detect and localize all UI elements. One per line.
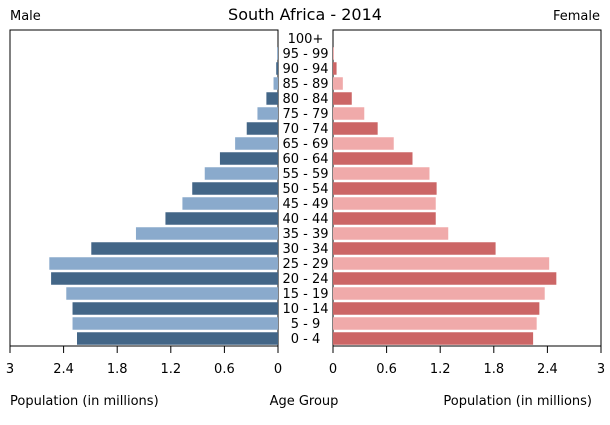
- female-bar: [333, 332, 534, 345]
- female-bar: [333, 257, 550, 270]
- male-bar: [266, 92, 278, 105]
- age-group-label: 75 - 79: [282, 107, 328, 122]
- male-bar: [204, 167, 278, 180]
- x-axis-label-left: Population (in millions): [10, 394, 159, 409]
- male-bar: [77, 332, 278, 345]
- male-bar: [219, 152, 278, 165]
- female-bar: [333, 137, 394, 150]
- age-group-label: 50 - 54: [282, 182, 328, 197]
- female-bar: [333, 182, 437, 195]
- male-bar: [72, 317, 279, 330]
- male-label: Male: [10, 9, 41, 24]
- age-group-label: 100+: [288, 32, 324, 47]
- female-bar: [333, 47, 334, 60]
- female-x-tick-label: 1.2: [430, 362, 451, 377]
- female-bar: [333, 287, 545, 300]
- age-group-label: 5 - 9: [291, 317, 321, 332]
- age-group-label: 45 - 49: [282, 197, 328, 212]
- male-bar: [192, 182, 278, 195]
- male-x-tick-label: 0: [274, 362, 282, 377]
- female-x-tick-label: 3: [597, 362, 605, 377]
- age-group-label: 15 - 19: [282, 287, 328, 302]
- female-x-tick-label: 2.4: [537, 362, 558, 377]
- male-bar: [66, 287, 278, 300]
- age-group-label: 95 - 99: [282, 47, 328, 62]
- male-bar: [72, 302, 279, 315]
- male-bar: [49, 257, 278, 270]
- age-group-label: 80 - 84: [282, 92, 328, 107]
- male-x-tick-label: 1.2: [160, 362, 181, 377]
- female-bar: [333, 302, 540, 315]
- female-bar: [333, 92, 352, 105]
- male-bar: [273, 77, 278, 90]
- female-x-tick-label: 0.6: [376, 362, 397, 377]
- female-bar: [333, 272, 557, 285]
- female-bar: [333, 212, 436, 225]
- male-bar: [276, 62, 278, 75]
- female-x-tick-label: 0: [329, 362, 337, 377]
- male-bar: [135, 227, 278, 240]
- female-bar: [333, 77, 343, 90]
- age-group-label: 40 - 44: [282, 212, 328, 227]
- age-group-label: 35 - 39: [282, 227, 328, 242]
- female-bar: [333, 152, 413, 165]
- male-bar: [246, 122, 278, 135]
- female-bar: [333, 107, 365, 120]
- age-group-label: 60 - 64: [282, 152, 328, 167]
- female-bar: [333, 317, 537, 330]
- age-group-label: 55 - 59: [282, 167, 328, 182]
- female-bar: [333, 62, 337, 75]
- male-bar: [277, 47, 278, 60]
- male-x-tick-label: 1.8: [107, 362, 128, 377]
- male-bars: [49, 47, 279, 345]
- male-bar: [182, 197, 278, 210]
- age-group-label: 65 - 69: [282, 137, 328, 152]
- age-group-label: 10 - 14: [282, 302, 328, 317]
- female-bar: [333, 167, 430, 180]
- male-x-tick-label: 2.4: [53, 362, 74, 377]
- age-group-label: 0 - 4: [291, 332, 321, 347]
- female-bar: [333, 197, 436, 210]
- female-bar: [333, 227, 449, 240]
- male-bar: [91, 242, 278, 255]
- male-bar: [257, 107, 278, 120]
- female-bar: [333, 122, 378, 135]
- male-bar: [235, 137, 278, 150]
- female-x-tick-label: 1.8: [483, 362, 504, 377]
- age-group-label: 90 - 94: [282, 62, 328, 77]
- chart-title: South Africa - 2014: [228, 5, 382, 24]
- age-group-label: 20 - 24: [282, 272, 328, 287]
- male-bar: [51, 272, 278, 285]
- x-axis-ticks: 0 0 0.6 0.6 1.2 1.2 1.8 1.8 2.4 2.4 3 3: [6, 346, 605, 377]
- age-group-label: 30 - 34: [282, 242, 328, 257]
- male-x-tick-label: 0.6: [214, 362, 235, 377]
- x-axis-label-right: Population (in millions): [443, 394, 592, 409]
- female-bars: [333, 47, 557, 345]
- female-bar: [333, 242, 496, 255]
- female-label: Female: [553, 9, 600, 24]
- age-group-label: 85 - 89: [282, 77, 328, 92]
- age-group-label: 25 - 29: [282, 257, 328, 272]
- age-group-label: 70 - 74: [282, 122, 328, 137]
- x-axis-label-center: Age Group: [270, 394, 339, 409]
- male-bar: [165, 212, 278, 225]
- male-x-tick-label: 3: [6, 362, 14, 377]
